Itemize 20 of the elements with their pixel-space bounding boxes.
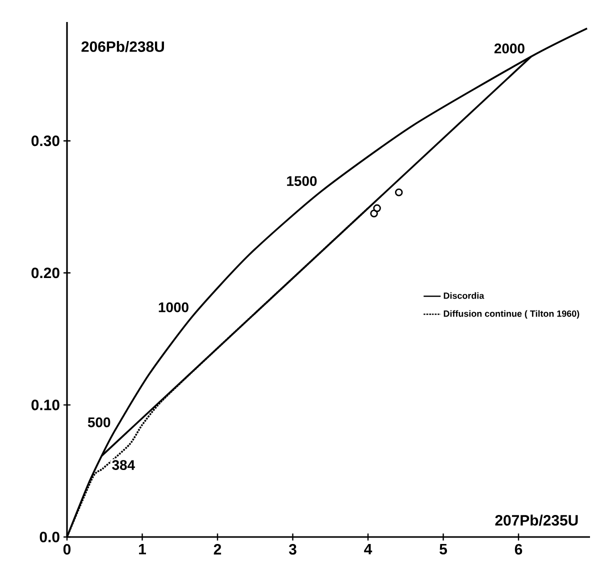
annotation: 2000 — [494, 44, 524, 54]
x-tick-label: 6 — [514, 544, 522, 555]
x-tick-label: 1 — [139, 544, 146, 554]
annotation: 384 — [112, 460, 135, 470]
annotation: 1500 — [287, 176, 317, 186]
x-tick-label: 5 — [440, 544, 447, 554]
annotation: 500 — [88, 417, 110, 428]
y-tick-label: 0.20 — [32, 268, 60, 278]
y-tick-label: 0.30 — [32, 136, 60, 146]
y-axis-title: 206Pb/238U — [82, 40, 164, 52]
x-tick-label: 3 — [288, 544, 296, 555]
y-tick-label: 0.0 — [40, 532, 60, 542]
legend-label: Discordia — [444, 292, 484, 299]
x-axis-title: 207Pb/235U — [495, 514, 578, 526]
x-tick-label: 2 — [214, 544, 222, 554]
annotation: 1000 — [158, 302, 188, 312]
legend-label: Diffusion continue ( Tilton 1960) — [444, 310, 580, 319]
y-tick-label: 0.10 — [32, 400, 60, 410]
x-tick-label: 0 — [63, 544, 71, 555]
x-tick-label: 4 — [364, 544, 372, 554]
